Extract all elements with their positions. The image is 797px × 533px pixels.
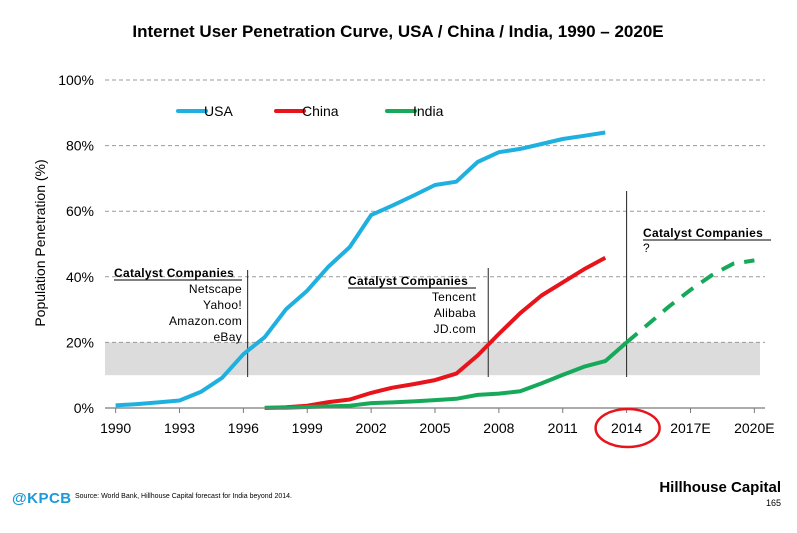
series-line-india (264, 340, 628, 410)
x-tick-label: 2005 (419, 420, 450, 436)
catalyst-company: Netscape (189, 282, 242, 296)
y-tick-label: 0% (74, 400, 94, 416)
y-tick-label: 100% (58, 72, 94, 88)
legend-label-usa: USA (204, 103, 233, 119)
catalyst-title: Catalyst Companies (348, 274, 468, 288)
x-tick-label: 2008 (483, 420, 514, 436)
brand-name: Hillhouse Capital (659, 479, 781, 496)
catalyst-company: JD.com (434, 322, 476, 336)
chart-title: Internet User Penetration Curve, USA / C… (132, 22, 663, 41)
page-number: 165 (766, 498, 781, 508)
series-line-india-forecast (625, 258, 755, 344)
catalyst-company: eBay (213, 330, 242, 344)
x-tick-label: 2002 (356, 420, 387, 436)
x-tick-label: 1996 (228, 420, 259, 436)
x-tick-label: 2011 (548, 420, 578, 436)
catalyst-company: Yahoo! (203, 298, 242, 312)
x-tick-label: 2017E (670, 420, 710, 436)
y-tick-label: 80% (66, 138, 94, 154)
y-tick-label: 40% (66, 269, 94, 285)
y-axis-label: Population Penetration (%) (32, 159, 48, 326)
source-note: Source: World Bank, Hillhouse Capital fo… (75, 493, 292, 500)
x-tick-label: 2020E (734, 420, 774, 436)
series-line-usa (115, 130, 606, 408)
x-tick-label: 1993 (164, 420, 195, 436)
legend-label-india: India (413, 103, 444, 119)
catalyst-company: Amazon.com (169, 314, 242, 328)
catalyst-title: Catalyst Companies (643, 226, 763, 240)
highlight-band (105, 342, 760, 376)
x-tick-label: 2014 (611, 420, 642, 436)
catalyst-company: Tencent (432, 290, 476, 304)
highlight-circle-2014 (594, 407, 661, 449)
series-line-china (264, 256, 607, 410)
y-tick-label: 60% (66, 203, 94, 219)
x-tick-label: 1990 (100, 420, 131, 436)
catalyst-company: ? (643, 241, 650, 255)
x-tick-label: 1999 (292, 420, 323, 436)
y-tick-label: 20% (66, 334, 94, 350)
catalyst-company: Alibaba (434, 306, 476, 320)
kpcb-logo: @KPCB (12, 490, 72, 507)
catalyst-title: Catalyst Companies (114, 266, 234, 280)
legend-label-china: China (302, 103, 339, 119)
